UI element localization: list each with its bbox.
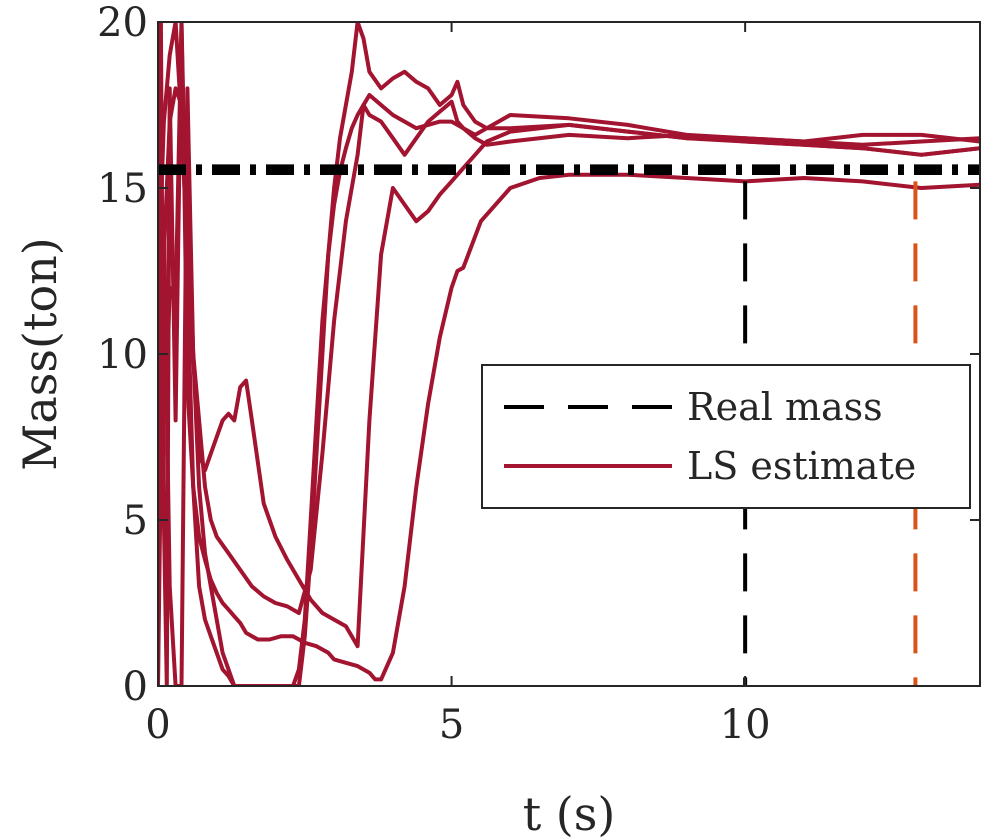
- y-tick-label: 5: [123, 498, 148, 544]
- ls-estimate-series-1: [158, 22, 980, 682]
- ls-estimate-series-3: [158, 22, 980, 615]
- y-tick-label: 15: [97, 166, 148, 212]
- y-axis-title: Mass(ton): [13, 237, 67, 470]
- y-tick-label: 20: [97, 0, 148, 46]
- y-tick-label: 0: [123, 664, 148, 710]
- legend-label-real-mass: Real mass: [687, 385, 883, 429]
- x-tick-label: 5: [439, 702, 464, 748]
- x-tick-label: 0: [145, 702, 170, 748]
- y-tick-label: 10: [97, 332, 148, 378]
- legend-box: [481, 364, 971, 509]
- x-tick-label: 10: [720, 702, 771, 748]
- plot-area: [158, 22, 980, 686]
- axes-frame: [157, 21, 981, 687]
- legend-label-ls-estimate: LS estimate: [687, 444, 916, 488]
- legend: Real mass LS estimate: [481, 364, 971, 509]
- axis-ticks: 0 5 10 0 5 10 15 20: [97, 0, 980, 748]
- ls-estimate-series-4: [158, 22, 980, 686]
- ls-estimate-series-5: [158, 86, 980, 686]
- x-axis-title: t (s): [523, 787, 616, 840]
